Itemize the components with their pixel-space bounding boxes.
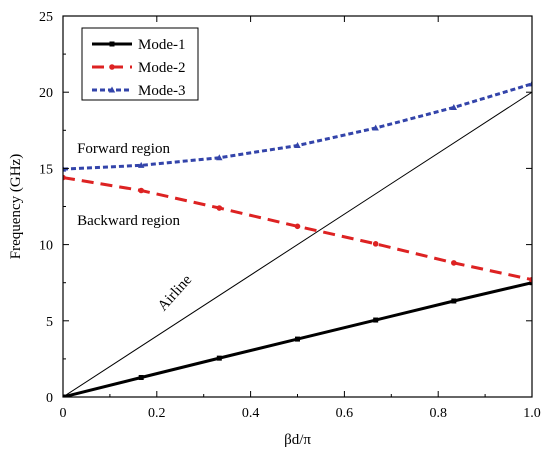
data-point bbox=[216, 205, 223, 211]
x-tick-label: 0.6 bbox=[336, 406, 354, 421]
x-tick-label: 0 bbox=[60, 406, 67, 421]
axes: 0 0.2 0.4 0.6 0.8 1.0 0 5 10 15 20 25 bbox=[39, 10, 541, 421]
data-point bbox=[528, 80, 532, 87]
series-mode-2 bbox=[63, 174, 532, 283]
y-tick-label: 10 bbox=[39, 239, 53, 254]
annotation-layer: Forward region Backward region Airline bbox=[77, 141, 195, 314]
reference-layer bbox=[63, 91, 532, 397]
legend-label-mode-1: Mode-1 bbox=[138, 37, 186, 53]
annotation-backward-region: Backward region bbox=[77, 213, 180, 229]
legend-label-mode-2: Mode-2 bbox=[138, 60, 186, 76]
x-tick-label: 0.2 bbox=[148, 406, 166, 421]
y-tick-label: 20 bbox=[39, 86, 53, 101]
annotation-forward-region: Forward region bbox=[77, 141, 170, 157]
data-point bbox=[373, 317, 379, 323]
y-tick-label: 0 bbox=[46, 391, 53, 406]
legend-marker bbox=[109, 41, 115, 47]
y-tick-label: 25 bbox=[39, 10, 53, 25]
data-point bbox=[294, 223, 301, 230]
legend-label-mode-3: Mode-3 bbox=[138, 83, 186, 99]
data-point bbox=[529, 276, 532, 283]
series-layer bbox=[63, 80, 532, 397]
legend-marker bbox=[108, 86, 116, 93]
data-point bbox=[529, 280, 532, 286]
data-point bbox=[63, 174, 66, 181]
data-point bbox=[216, 355, 222, 361]
data-point bbox=[137, 161, 145, 168]
x-tick-label: 0.8 bbox=[429, 406, 447, 421]
data-point bbox=[372, 124, 379, 131]
data-point bbox=[451, 298, 457, 304]
airline-line bbox=[63, 91, 532, 397]
x-axis-title: βd/π bbox=[284, 432, 311, 448]
data-point bbox=[216, 154, 223, 161]
x-tick-label: 1.0 bbox=[523, 406, 541, 421]
data-point bbox=[451, 260, 457, 266]
y-tick-label: 15 bbox=[39, 162, 53, 177]
series-mode-3 bbox=[63, 80, 532, 172]
data-point bbox=[138, 374, 144, 380]
data-point bbox=[138, 187, 144, 194]
legend-marker bbox=[109, 64, 115, 70]
legend-box bbox=[81, 27, 199, 101]
data-point bbox=[295, 336, 300, 342]
data-point bbox=[450, 103, 458, 110]
data-point bbox=[294, 142, 301, 149]
y-tick-label: 5 bbox=[46, 315, 53, 330]
legend: Mode-1 Mode-2 Mode-3 bbox=[81, 27, 199, 101]
annotation-airline: Airline bbox=[155, 272, 196, 315]
series-mode-1 bbox=[63, 280, 532, 397]
x-tick-label: 0.4 bbox=[242, 406, 260, 421]
y-axis-title: Frequency (GHz) bbox=[8, 154, 24, 259]
data-point bbox=[372, 241, 379, 247]
